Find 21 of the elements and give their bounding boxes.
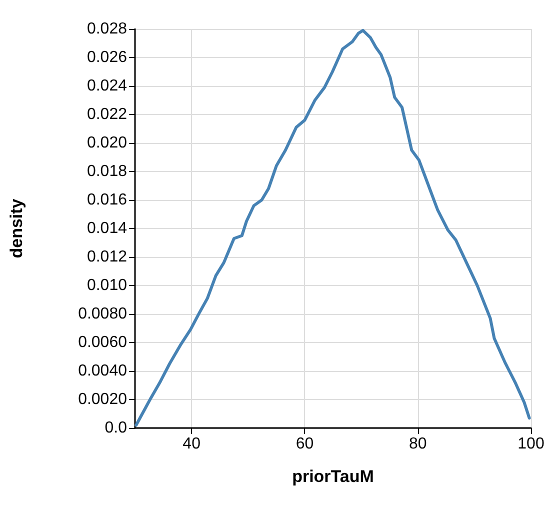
y-tick-label: 0.0060 <box>78 334 128 351</box>
x-tick-label: 40 <box>182 436 201 452</box>
y-tick-label: 0.028 <box>86 20 128 38</box>
y-tick-label: 0.022 <box>86 106 128 123</box>
y-axis-title: density <box>7 198 26 258</box>
y-tick-label: 0.0040 <box>78 362 128 380</box>
y-tick-label: 0.018 <box>86 163 128 180</box>
y-tick-label: 0.0020 <box>78 391 128 408</box>
x-tick-label: 80 <box>408 436 427 452</box>
y-tick-label: 0.026 <box>86 49 128 66</box>
y-tick-label: 0.0080 <box>78 306 128 322</box>
x-tick-label: 100 <box>518 436 544 452</box>
y-tick-label: 0.012 <box>86 248 128 266</box>
y-tick-label: 0.024 <box>86 78 128 94</box>
y-tick-label: 0.0 <box>104 420 128 436</box>
y-tick-label: 0.010 <box>86 277 128 294</box>
y-tick-label: 0.014 <box>86 220 128 237</box>
y-tick-label: 0.016 <box>86 192 128 208</box>
y-tick-label: 0.020 <box>86 134 128 152</box>
x-tick-label: 60 <box>296 436 314 452</box>
x-axis-title: priorTauM <box>292 467 374 486</box>
